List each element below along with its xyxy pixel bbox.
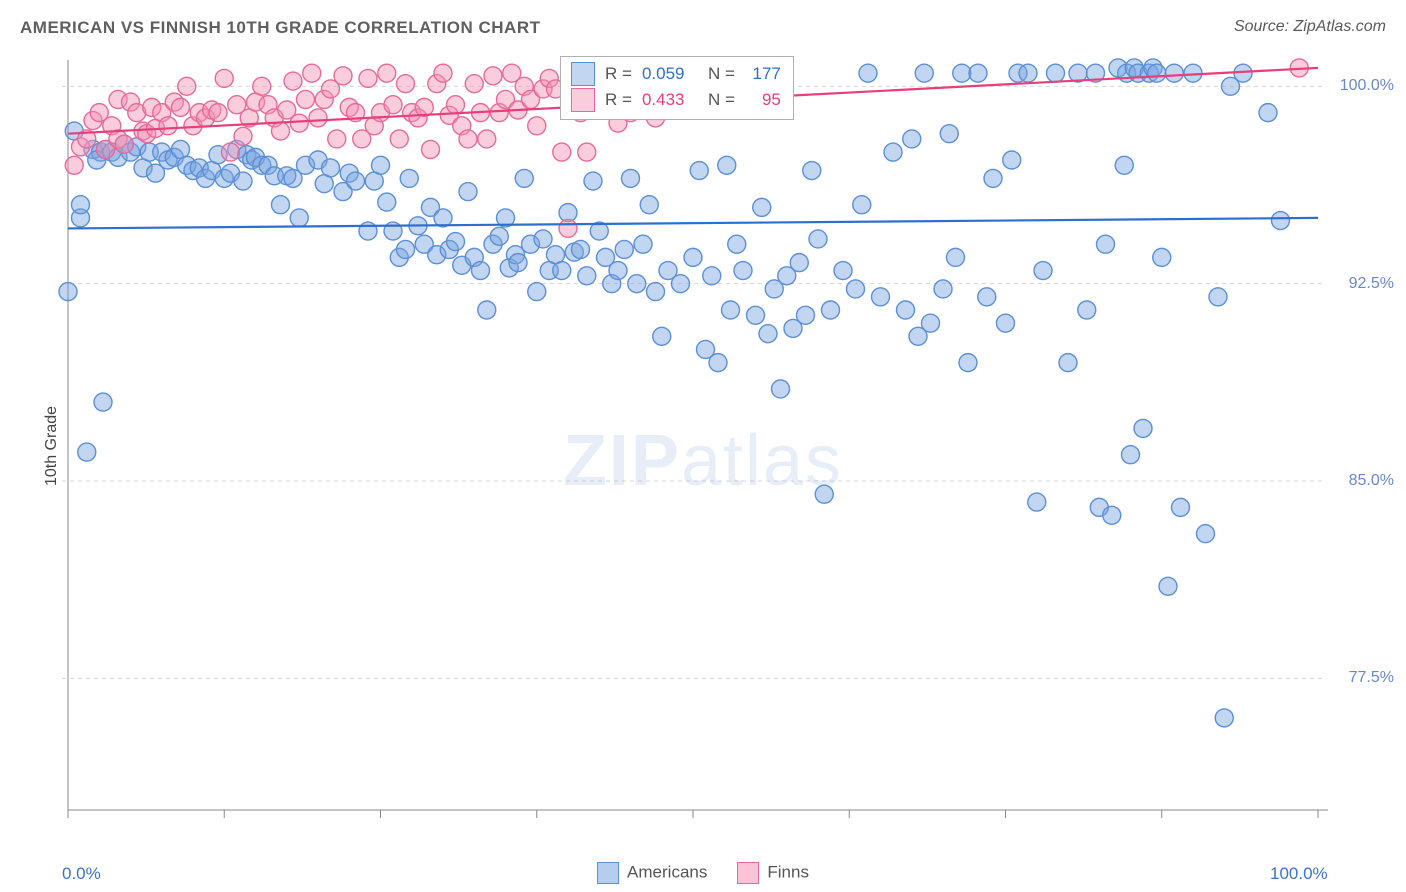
correlation-stats-box: R = 0.059 N = 177 R = 0.433 N = 95	[560, 56, 794, 120]
y-tick-label: 85.0%	[1349, 472, 1394, 490]
legend-swatch	[597, 862, 619, 884]
stat-r-value: 0.433	[642, 87, 698, 113]
chart-title: AMERICAN VS FINNISH 10TH GRADE CORRELATI…	[20, 18, 540, 38]
legend-swatch	[737, 862, 759, 884]
stat-swatch	[571, 62, 595, 86]
x-min-label: 0.0%	[62, 864, 101, 884]
legend-item: Finns	[737, 862, 809, 884]
legend-item: Americans	[597, 862, 707, 884]
legend-label: Americans	[627, 862, 707, 881]
y-tick-label: 100.0%	[1340, 77, 1394, 95]
x-max-label: 100.0%	[1270, 864, 1328, 884]
stat-n-value: 95	[745, 87, 781, 113]
stat-row: R = 0.059 N = 177	[571, 61, 781, 87]
stat-n-value: 177	[745, 61, 781, 87]
stat-swatch	[571, 88, 595, 112]
stat-r-label: R =	[605, 61, 632, 87]
stat-r-value: 0.059	[642, 61, 698, 87]
y-tick-label: 77.5%	[1349, 669, 1394, 687]
scatter-plot	[58, 50, 1338, 840]
stat-r-label: R =	[605, 87, 632, 113]
source-attribution: Source: ZipAtlas.com	[1234, 18, 1386, 36]
legend-bottom: Americans Finns	[597, 862, 809, 884]
stat-n-label: N =	[708, 61, 735, 87]
legend-label: Finns	[767, 862, 809, 881]
stat-row: R = 0.433 N = 95	[571, 87, 781, 113]
y-tick-label: 92.5%	[1349, 275, 1394, 293]
stat-n-label: N =	[708, 87, 735, 113]
